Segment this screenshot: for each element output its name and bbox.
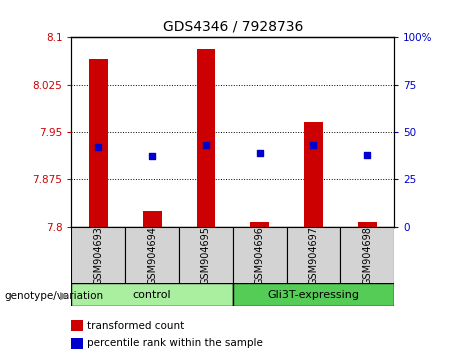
Point [202,142,210,148]
Point [95,144,102,150]
Text: GSM904698: GSM904698 [362,226,372,285]
Text: genotype/variation: genotype/variation [5,291,104,301]
Bar [250,222,269,227]
Bar [71,227,125,285]
Text: GSM904694: GSM904694 [147,226,157,285]
Title: GDS4346 / 7928736: GDS4346 / 7928736 [163,19,303,33]
Bar [233,227,287,285]
Bar [233,283,394,306]
Bar [287,227,340,285]
Point [256,150,263,155]
Text: percentile rank within the sample: percentile rank within the sample [87,338,263,348]
Bar [179,227,233,285]
Bar [304,122,323,227]
Bar [196,48,215,227]
Bar [125,227,179,285]
Text: GSM904697: GSM904697 [308,226,319,285]
Text: Gli3T-expressing: Gli3T-expressing [267,290,360,300]
Text: GSM904693: GSM904693 [93,226,103,285]
Text: ▶: ▶ [60,291,68,301]
Text: control: control [133,290,171,300]
Point [310,142,317,148]
Point [364,152,371,158]
Bar [143,211,161,227]
Bar [340,227,394,285]
Text: GSM904696: GSM904696 [254,226,265,285]
Text: transformed count: transformed count [87,321,184,331]
Bar [358,222,377,227]
Bar [71,283,233,306]
Point [148,154,156,159]
Bar [89,59,108,227]
Text: GSM904695: GSM904695 [201,226,211,285]
